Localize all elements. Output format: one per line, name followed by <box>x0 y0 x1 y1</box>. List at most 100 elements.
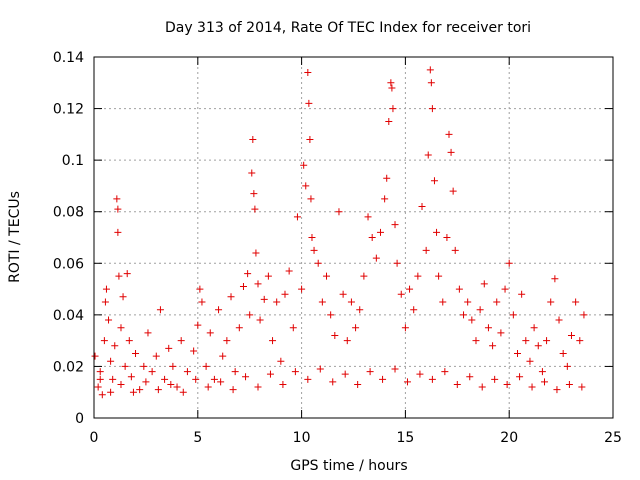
data-point <box>406 285 414 293</box>
data-point <box>254 383 262 391</box>
data-point <box>453 380 461 388</box>
data-point <box>391 221 399 229</box>
data-point <box>451 246 459 254</box>
data-point <box>480 280 488 288</box>
data-point <box>393 259 401 267</box>
data-point <box>244 270 252 278</box>
data-point <box>277 357 285 365</box>
data-point <box>165 344 173 352</box>
data-point <box>364 213 372 221</box>
data-point <box>215 306 223 314</box>
x-tick-label: 10 <box>293 430 311 446</box>
data-point <box>254 280 262 288</box>
y-tick-label: 0.14 <box>53 50 84 66</box>
data-point <box>331 331 339 339</box>
data-point <box>528 383 536 391</box>
data-point <box>101 298 109 306</box>
data-point <box>468 316 476 324</box>
y-tick-labels: 0 0.02 0.04 0.06 0.08 0.1 0.12 0.14 <box>53 50 84 427</box>
data-point <box>279 380 287 388</box>
data-point <box>111 342 119 350</box>
data-point <box>565 380 573 388</box>
data-point <box>526 357 534 365</box>
data-point <box>493 298 501 306</box>
data-point <box>414 272 422 280</box>
data-point <box>443 234 451 241</box>
data-point <box>551 275 559 283</box>
data-point <box>445 130 453 138</box>
data-point <box>198 298 206 306</box>
data-point <box>109 375 117 383</box>
data-point <box>107 388 115 396</box>
data-point <box>144 329 152 337</box>
y-tick-label: 0.08 <box>53 205 84 221</box>
data-point <box>306 136 314 144</box>
data-point <box>190 347 198 355</box>
data-point <box>503 380 511 388</box>
x-axis-title: GPS time / hours <box>290 458 407 474</box>
data-point <box>455 285 463 293</box>
data-point <box>372 254 380 262</box>
data-point <box>161 375 169 383</box>
data-point <box>530 324 538 332</box>
data-point <box>204 383 212 391</box>
data-point <box>91 352 99 360</box>
data-point <box>304 375 312 383</box>
data-point <box>269 337 277 345</box>
data-point <box>580 311 588 319</box>
data-point <box>516 373 524 381</box>
data-point <box>391 365 399 373</box>
data-point <box>310 246 318 254</box>
data-point <box>305 99 313 107</box>
data-point <box>94 383 102 391</box>
data-point <box>242 373 250 381</box>
data-point <box>376 228 384 236</box>
plot-frame <box>93 56 614 419</box>
data-point <box>136 386 144 394</box>
x-tick-label: 15 <box>396 430 414 446</box>
data-point <box>387 79 395 87</box>
data-point <box>316 365 324 373</box>
data-point <box>433 228 441 236</box>
data-point <box>96 368 104 376</box>
data-point <box>385 117 393 125</box>
data-point <box>576 337 584 345</box>
data-point <box>553 386 561 394</box>
data-point <box>460 311 468 319</box>
y-tick-label: 0.1 <box>62 153 84 169</box>
data-point <box>567 331 575 339</box>
data-point <box>98 391 106 399</box>
data-point <box>472 337 480 345</box>
data-point <box>252 249 260 257</box>
data-point <box>401 324 409 332</box>
axis-ticks <box>93 56 614 419</box>
data-point <box>114 205 122 213</box>
y-tick-label: 0.04 <box>53 308 84 324</box>
data-point <box>410 306 418 314</box>
chart-title: Day 313 of 2014, Rate Of TEC Index for r… <box>165 20 531 36</box>
data-point <box>293 213 301 221</box>
data-point <box>379 375 387 383</box>
data-point <box>329 378 337 386</box>
grid-lines <box>94 57 613 418</box>
data-point <box>491 375 499 383</box>
data-point <box>522 337 530 345</box>
data-point <box>100 337 108 345</box>
data-point <box>354 380 362 388</box>
data-point <box>173 383 181 391</box>
data-point <box>422 246 430 254</box>
data-point <box>125 337 133 345</box>
data-point <box>235 324 243 332</box>
data-point <box>183 368 191 376</box>
data-point <box>383 174 391 182</box>
data-point <box>501 285 509 293</box>
data-point <box>534 342 542 350</box>
data-point <box>366 368 374 376</box>
data-point <box>167 380 175 388</box>
data-point <box>251 205 259 213</box>
data-point <box>426 66 434 74</box>
data-point <box>514 350 522 358</box>
data-point <box>572 298 580 306</box>
data-point <box>308 234 316 241</box>
data-point <box>435 272 443 280</box>
